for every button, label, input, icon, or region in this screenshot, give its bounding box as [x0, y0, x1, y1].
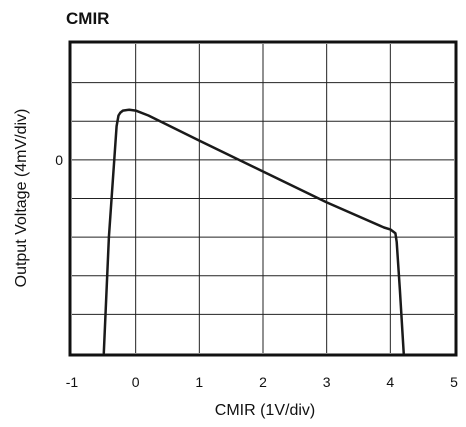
x-tick-label: 4 [386, 374, 394, 390]
x-tick-label: 2 [259, 374, 267, 390]
x-tick-labels: -1 0 1 2 3 4 5 [66, 374, 458, 390]
x-tick-label: 0 [132, 374, 140, 390]
y-axis-label: Output Voltage (4mV/div) [13, 109, 30, 288]
x-tick-label: -1 [66, 374, 79, 390]
grid [72, 44, 454, 353]
data-series [102, 108, 405, 355]
series-line [102, 108, 405, 355]
plot-frame [68, 40, 458, 357]
x-tick-label: 3 [323, 374, 331, 390]
x-tick-label: 1 [195, 374, 203, 390]
chart-title: CMIR [66, 9, 109, 28]
x-tick-label: 5 [450, 374, 458, 390]
y-tick-label: 0 [55, 152, 63, 168]
y-tick-labels: 0 [55, 152, 63, 168]
x-axis-label: CMIR (1V/div) [215, 402, 315, 419]
